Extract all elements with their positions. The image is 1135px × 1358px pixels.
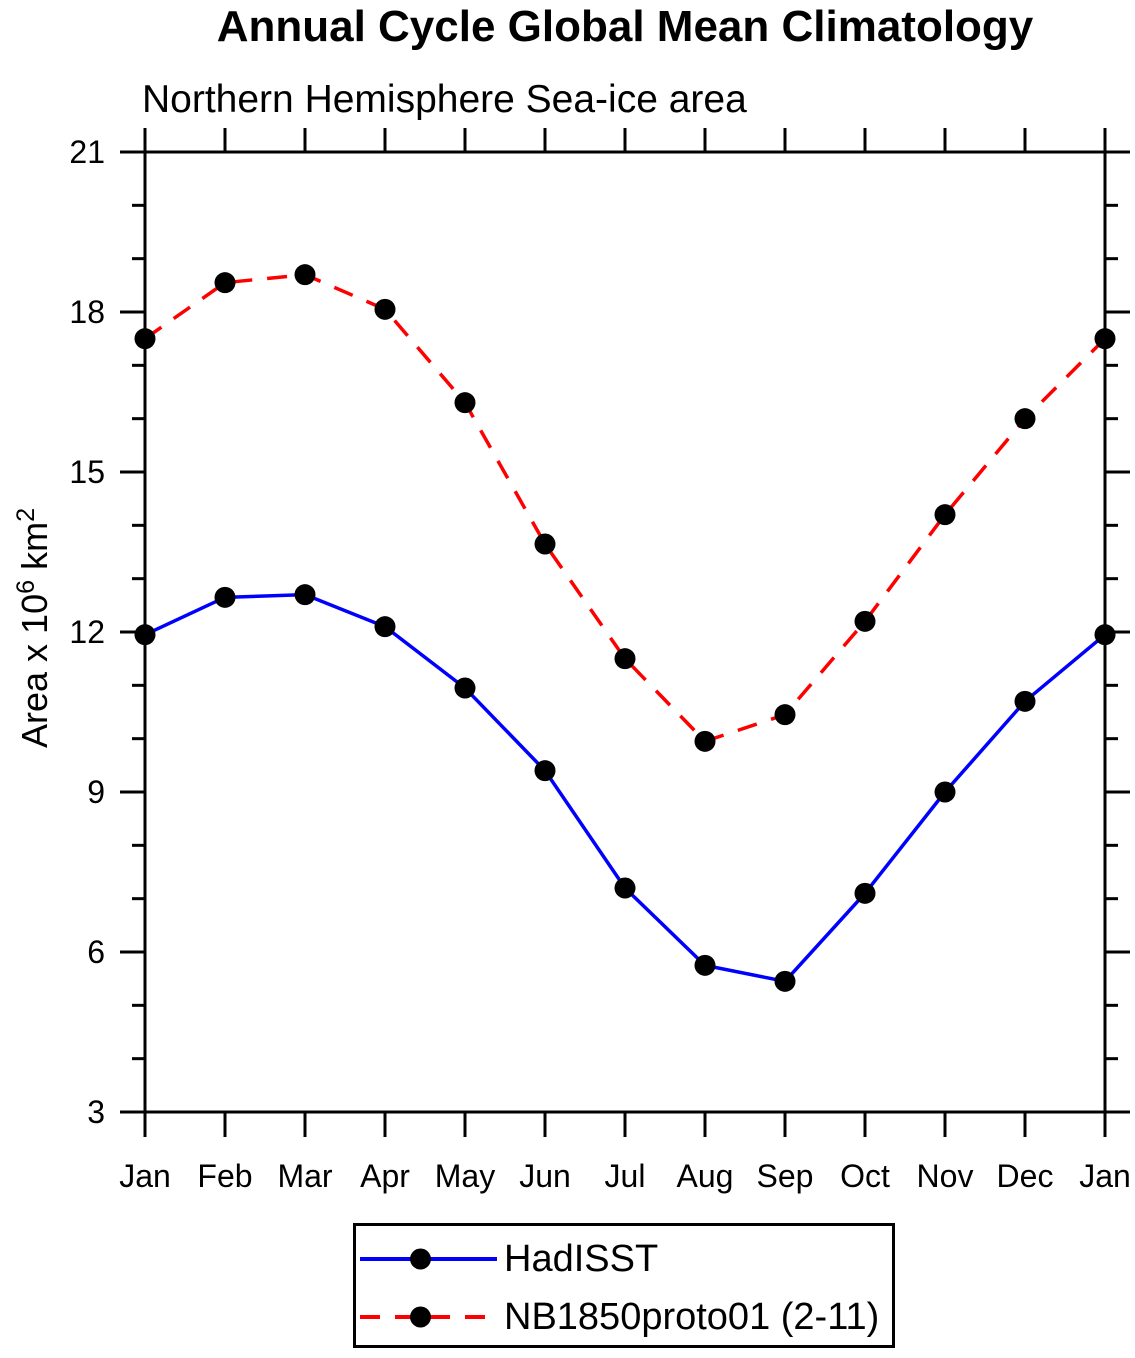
x-month-label: Jan <box>1079 1158 1131 1194</box>
chart-title: Annual Cycle Global Mean Climatology <box>216 2 1034 51</box>
x-month-label: Jan <box>119 1158 171 1194</box>
series-marker <box>774 704 796 726</box>
legend-marker-dot <box>410 1306 431 1328</box>
series-marker <box>1014 690 1036 712</box>
legend-label-hadisst: HadISST <box>504 1237 659 1280</box>
chart-subtitle: Northern Hemisphere Sea-ice area <box>142 78 747 121</box>
series-line-nb1850proto01-2-11 <box>143 272 1107 744</box>
series-marker <box>374 616 396 638</box>
x-month-label: Jun <box>519 1158 571 1194</box>
series-marker <box>214 586 236 608</box>
y-tick-label: 9 <box>87 774 105 810</box>
series-marker <box>854 882 876 904</box>
series-marker <box>134 624 156 646</box>
series-marker <box>294 264 316 286</box>
series-marker <box>1094 328 1116 350</box>
x-month-label: Nov <box>917 1158 974 1194</box>
legend-sample-hadisst <box>360 1248 497 1270</box>
series-marker <box>454 392 476 414</box>
legend-item-nb1850proto01: NB1850proto01 (2-11) <box>360 1295 880 1338</box>
x-month-label: Jul <box>605 1158 646 1194</box>
series-marker <box>934 781 956 803</box>
series-marker <box>374 298 396 320</box>
x-month-label: May <box>435 1158 495 1194</box>
series-marker <box>454 677 476 699</box>
legend-marker-dot <box>410 1248 431 1270</box>
legend-item-hadisst: HadISST <box>360 1237 659 1280</box>
series-marker <box>294 584 316 606</box>
y-tick-label: 15 <box>69 454 105 490</box>
series-marker <box>1094 624 1116 646</box>
series-marker <box>534 533 556 555</box>
series-marker <box>614 877 636 899</box>
x-month-label: Feb <box>197 1158 252 1194</box>
x-month-label: Oct <box>840 1158 890 1194</box>
y-tick-label: 3 <box>87 1094 105 1130</box>
x-month-label: Apr <box>360 1158 410 1194</box>
plot-frame <box>143 150 1107 1114</box>
series-marker <box>694 954 716 976</box>
series-marker <box>934 504 956 526</box>
legend: HadISST NB1850proto01 (2-11) <box>353 1223 895 1348</box>
x-month-label: Sep <box>757 1158 814 1194</box>
series-marker <box>694 730 716 752</box>
series-marker <box>214 272 236 294</box>
y-tick-label: 12 <box>69 614 105 650</box>
legend-sample-nb1850proto01 <box>360 1306 497 1328</box>
x-month-label: Aug <box>677 1158 734 1194</box>
series-marker <box>534 760 556 782</box>
x-month-label: Mar <box>277 1158 332 1194</box>
y-tick-label: 21 <box>69 134 105 170</box>
series-marker <box>854 610 876 632</box>
legend-label-nb1850proto01: NB1850proto01 (2-11) <box>504 1295 880 1338</box>
series-marker <box>774 970 796 992</box>
x-month-label: Dec <box>997 1158 1054 1194</box>
y-tick-label: 6 <box>87 934 105 970</box>
series-marker <box>614 648 636 670</box>
y-tick-label: 18 <box>69 294 105 330</box>
series-marker <box>134 328 156 350</box>
series-marker <box>1014 408 1036 430</box>
